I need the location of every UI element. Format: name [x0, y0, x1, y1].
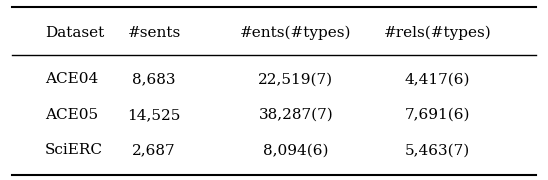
- Text: 7,691(6): 7,691(6): [405, 108, 470, 122]
- Text: 22,519(7): 22,519(7): [258, 72, 333, 86]
- Text: 5,463(7): 5,463(7): [405, 143, 470, 157]
- Text: #ents(#types): #ents(#types): [240, 26, 352, 40]
- Text: 4,417(6): 4,417(6): [405, 72, 470, 86]
- Text: #sents: #sents: [128, 26, 181, 40]
- Text: 8,094(6): 8,094(6): [263, 143, 329, 157]
- Text: 8,683: 8,683: [132, 72, 176, 86]
- Text: ACE05: ACE05: [45, 108, 98, 122]
- Text: 38,287(7): 38,287(7): [259, 108, 333, 122]
- Text: 2,687: 2,687: [132, 143, 176, 157]
- Text: SciERC: SciERC: [45, 143, 103, 157]
- Text: ACE04: ACE04: [45, 72, 98, 86]
- Text: #rels(#types): #rels(#types): [384, 26, 492, 40]
- Text: 14,525: 14,525: [127, 108, 181, 122]
- Text: Dataset: Dataset: [45, 26, 104, 40]
